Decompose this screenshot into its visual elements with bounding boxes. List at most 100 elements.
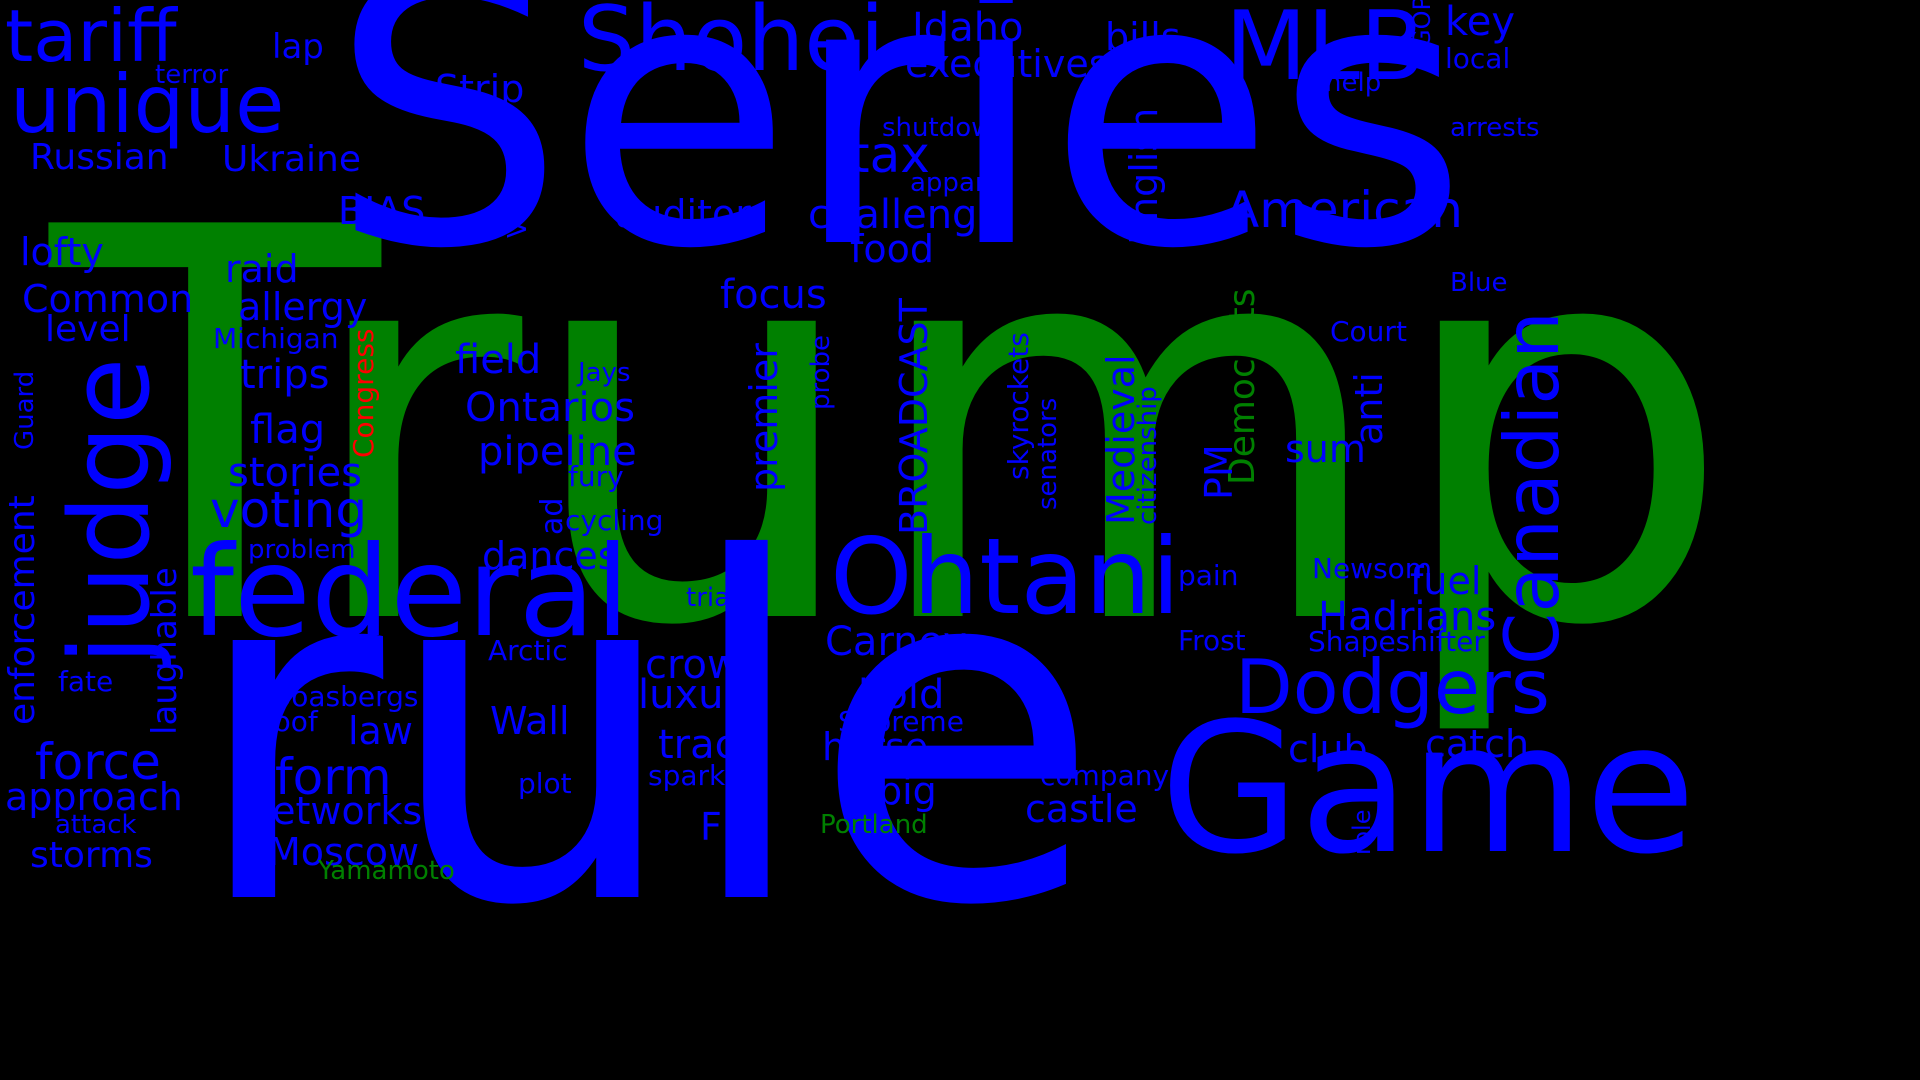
word-allergy: allergy [238, 285, 368, 329]
word-probe: probe [806, 334, 836, 410]
word-level: level [45, 309, 131, 350]
word-shohei: Shohei [578, 0, 885, 92]
word-law: law [348, 709, 413, 753]
word-canadian: Canadian [1488, 311, 1576, 665]
word-plot: plot [518, 767, 572, 800]
word-laughable: laughable [145, 567, 185, 735]
word-common: Common [22, 277, 194, 321]
word-anti: anti [1347, 372, 1391, 445]
word-proof: proof [245, 705, 318, 738]
word-ontarios: Ontarios [465, 385, 635, 431]
word-form: form [275, 748, 392, 806]
word-bold: bold [858, 672, 945, 718]
word-moscow: Moscow [268, 830, 420, 874]
word-lap: lap [272, 27, 324, 67]
word-catch: catch [1425, 722, 1530, 766]
word-cycling: cycling [565, 504, 664, 537]
word-frost: Frost [1178, 624, 1246, 657]
word-portland: Portland [820, 810, 928, 840]
word-company: company [1040, 759, 1170, 792]
word-carney: Carney [825, 619, 967, 665]
word-jays: Jays [578, 358, 631, 388]
word-pipeline: pipeline [478, 429, 637, 475]
word-hadrians: Hadrians [1318, 594, 1497, 640]
word-english: English [1122, 107, 1166, 245]
word-pain: pain [1178, 559, 1239, 592]
word-michigan: Michigan [213, 322, 339, 355]
word-dances: dances [482, 534, 618, 578]
word-fuel: fuel [1410, 559, 1482, 603]
word-shapeshifter: Shapeshifter [1308, 625, 1485, 658]
word-role: role [1348, 809, 1376, 855]
word-strip: Strip [435, 67, 525, 111]
word-food: food [850, 227, 934, 271]
word-trial: trial [686, 583, 738, 613]
word-fbi: FBI [700, 805, 760, 849]
word-broadcast: BROADCAST [892, 298, 936, 535]
word-attack: attack [55, 810, 137, 840]
word-supreme: Supreme [838, 705, 964, 738]
word-networks: networks [248, 789, 423, 833]
word-challenge: challenge [808, 192, 1003, 238]
word-mlb: MLB [1225, 0, 1426, 102]
word-game: Game [1160, 685, 1696, 894]
word-unique: unique [10, 58, 285, 151]
word-pm: PM [1197, 444, 1241, 500]
word-trips: trips [240, 352, 330, 398]
word-idaho: Idaho [912, 5, 1024, 51]
word-premier: premier [742, 343, 786, 492]
word-boasbergs: Boasbergs [272, 680, 419, 713]
word-series: Series [330, 0, 1468, 330]
word-field: field [455, 337, 542, 383]
word-fury: fury [568, 460, 624, 493]
word-lofty: lofty [20, 230, 104, 274]
word-crowd: crowd [645, 642, 766, 688]
word-sparks: sparks [648, 759, 740, 792]
word-stories: stories [228, 450, 363, 496]
word-help: help [1325, 68, 1382, 98]
word-ad: ad [535, 497, 570, 535]
word-federal: federal [190, 520, 630, 665]
word-castle: castle [1025, 787, 1138, 831]
word-ohtani: Ohtani [830, 516, 1181, 638]
word-trump: Trump [50, 116, 1734, 744]
word-raid: raid [225, 247, 299, 291]
word-citizenship: citizenship [1133, 386, 1163, 525]
word-bills: bills [1105, 15, 1181, 59]
word-skyrockets: skyrockets [1002, 332, 1035, 480]
word-gop: GOP [1408, 0, 1436, 48]
word-force: force [35, 733, 161, 791]
word-bias: BIAS [338, 189, 426, 233]
word-guard: Guard [10, 370, 40, 450]
word-sum: sum [1285, 427, 1366, 471]
word-flag: flag [250, 407, 326, 453]
word-track: track [658, 722, 760, 768]
word-rule: rule [190, 461, 1101, 1008]
word-approach: approach [5, 775, 183, 819]
word-senators: senators [1033, 397, 1063, 510]
word-fate: fate [58, 665, 114, 698]
word-blue: Blue [1450, 268, 1508, 298]
word-american: American [1225, 181, 1463, 239]
word-focus: focus [720, 272, 827, 318]
word-shutdown: shutdown [882, 113, 1009, 143]
word-voting: voting [210, 481, 368, 539]
word-luxury: luxury [638, 672, 764, 718]
word-russian: Russian [30, 137, 169, 178]
word-local: local [1445, 42, 1511, 75]
word-newsom: Newsom [1312, 552, 1433, 585]
word-wall: Wall [490, 699, 570, 743]
word-problem: problem [248, 535, 356, 565]
word-court: Court [1330, 315, 1407, 348]
word-enforcement: enforcement [2, 495, 43, 725]
word-congress: Congress [347, 328, 380, 459]
word-terror: terror [155, 60, 229, 90]
word-tax: tax [850, 126, 930, 184]
word-yamamoto: Yamamoto [318, 856, 455, 886]
word-horse: horse [822, 725, 929, 769]
word-big: big [878, 769, 937, 813]
word-club: club [1288, 727, 1368, 771]
word-vermont: Vermont [503, 128, 533, 238]
word-auditor: auditor [615, 192, 751, 236]
